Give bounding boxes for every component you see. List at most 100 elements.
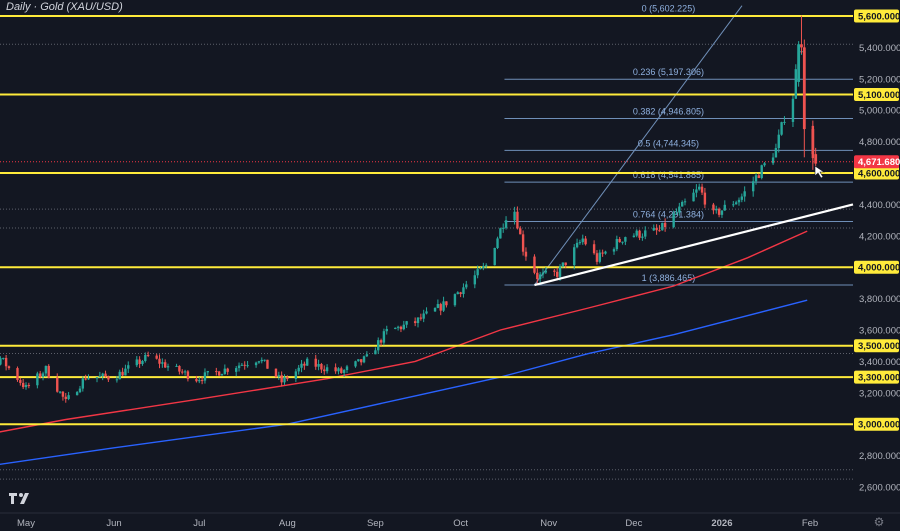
candle-body <box>283 377 286 383</box>
candle-body <box>175 365 178 367</box>
level-tag-label: 3,000.000 <box>858 420 900 431</box>
candle <box>44 365 48 378</box>
candle <box>41 371 45 381</box>
candle <box>377 337 380 354</box>
candle <box>186 370 190 382</box>
candle <box>141 359 144 366</box>
candle-body <box>737 199 741 203</box>
candle <box>484 263 488 269</box>
level-tag-label: 3,500.000 <box>858 341 900 352</box>
candle-body <box>274 368 278 377</box>
candle <box>340 366 343 374</box>
candle-body <box>394 327 397 329</box>
candle <box>516 206 519 230</box>
candle-body <box>655 228 658 231</box>
candle-body <box>334 367 337 372</box>
candle-body <box>101 373 104 376</box>
candle-body <box>104 373 107 377</box>
candle-body <box>200 380 204 382</box>
time-tick-label: Feb <box>802 518 818 529</box>
candle <box>581 234 584 245</box>
candle <box>658 225 661 232</box>
candle <box>661 222 664 231</box>
candle-body <box>27 384 31 386</box>
candle <box>121 367 124 376</box>
candle <box>183 369 187 376</box>
candle-body <box>254 362 258 366</box>
level-tag-label: 5,600.000 <box>858 12 900 23</box>
candle <box>692 188 695 202</box>
candle-body <box>24 384 28 388</box>
level-tag-bg <box>854 9 899 23</box>
candle-body <box>95 377 99 379</box>
candle-body <box>504 220 508 228</box>
candle <box>78 385 82 394</box>
candle-body <box>624 237 627 242</box>
candle <box>635 229 638 238</box>
candle <box>601 249 604 257</box>
candle <box>595 250 599 265</box>
candle <box>4 354 8 371</box>
candle-body <box>743 191 746 197</box>
candle <box>476 265 479 279</box>
candle-body <box>138 359 141 365</box>
candle <box>399 325 403 333</box>
candle-body <box>521 234 525 252</box>
candle-body <box>732 204 735 206</box>
candle <box>385 325 388 335</box>
cursor-arrow-icon <box>814 165 825 179</box>
candle-body <box>575 242 579 248</box>
candle-body <box>118 371 121 380</box>
price-tick-label: 4,200.000 <box>859 231 900 242</box>
last-price-tag-label: 4,671.680 <box>858 157 900 168</box>
candle <box>794 64 797 99</box>
candle-body <box>359 359 363 363</box>
candle <box>473 270 477 289</box>
candle-body <box>64 396 67 399</box>
candle <box>663 218 667 232</box>
level-tag-label: 3,300.000 <box>858 373 900 384</box>
candle <box>325 364 329 374</box>
settings-gear-icon[interactable]: ⚙ <box>873 515 885 529</box>
candle-body <box>297 367 300 372</box>
candle <box>436 299 440 309</box>
chart-title: Daily · Gold (XAU/USD) <box>6 1 123 13</box>
candle <box>198 377 201 384</box>
level-tag-label: 4,600.000 <box>858 169 900 180</box>
candle <box>283 374 286 385</box>
candle <box>717 207 721 218</box>
candle-body <box>516 211 519 229</box>
candle <box>314 354 317 370</box>
candle <box>303 361 306 370</box>
candle-body <box>595 253 599 262</box>
candle-body <box>300 363 303 368</box>
support-trendline[interactable] <box>534 203 854 287</box>
candle <box>425 307 428 315</box>
level-price-tag: 5,100.000 <box>854 88 900 101</box>
price-tick-label: 4,800.000 <box>859 137 900 148</box>
candle-body <box>604 251 607 254</box>
candle-body <box>166 366 170 368</box>
candle-body <box>345 366 349 371</box>
candle <box>422 309 425 323</box>
candle-body <box>127 365 130 369</box>
dotted-levels <box>0 43 853 480</box>
candle <box>56 373 59 393</box>
candle <box>7 365 11 370</box>
candle-body <box>621 241 624 243</box>
candle <box>67 391 70 401</box>
candle-body <box>598 252 601 262</box>
candle-body <box>638 230 641 238</box>
candle-body <box>217 371 221 376</box>
fib-trend-diagonal <box>534 5 743 286</box>
candle <box>615 235 619 252</box>
candle <box>362 355 366 364</box>
candle <box>240 362 244 366</box>
candle <box>578 239 582 245</box>
candle-body <box>672 213 675 228</box>
tradingview-logo-icon <box>9 493 29 504</box>
candle-body <box>740 196 744 200</box>
fib-level-label: 0.764 (4,291.384) <box>633 209 704 219</box>
